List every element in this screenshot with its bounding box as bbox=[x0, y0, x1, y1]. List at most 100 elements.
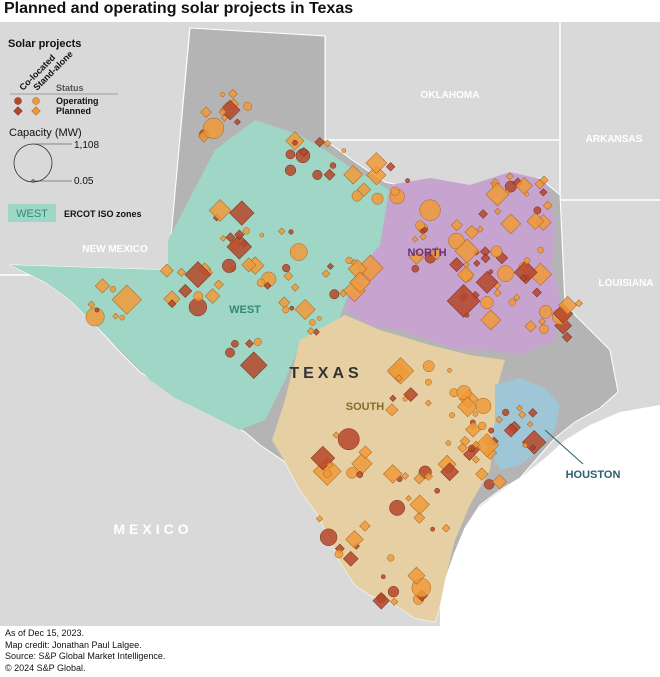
operating-project-marker bbox=[289, 305, 295, 311]
planned-project-marker bbox=[429, 246, 444, 261]
legend-operating-label: Operating bbox=[56, 96, 99, 106]
planned-project-marker bbox=[204, 288, 221, 304]
operating-project-marker bbox=[380, 574, 386, 580]
planned-project-marker bbox=[485, 182, 510, 207]
planned-project-marker bbox=[528, 408, 538, 418]
planned-project-marker bbox=[294, 299, 316, 320]
operating-project-marker bbox=[490, 245, 503, 258]
planned-project-marker bbox=[500, 213, 522, 235]
planned-project-marker bbox=[111, 284, 142, 315]
label-louisiana: LOUISIANA bbox=[599, 278, 654, 289]
planned-project-marker bbox=[383, 464, 403, 484]
operating-project-marker bbox=[256, 278, 266, 288]
legend-planned-colocated-marker bbox=[13, 106, 23, 116]
planned-project-marker bbox=[463, 261, 470, 269]
operating-project-marker bbox=[402, 396, 408, 402]
planned-project-marker bbox=[359, 520, 371, 532]
planned-project-marker bbox=[343, 165, 363, 185]
planned-project-marker bbox=[316, 515, 324, 523]
legend-capacity-max: 1,108 bbox=[74, 140, 99, 151]
label-zone-south: SOUTH bbox=[346, 401, 385, 413]
planned-project-marker bbox=[228, 88, 238, 99]
planned-project-marker bbox=[538, 317, 546, 326]
planned-project-marker bbox=[219, 235, 227, 242]
planned-project-marker bbox=[326, 461, 333, 469]
planned-project-marker bbox=[419, 233, 427, 241]
zone-houston bbox=[490, 378, 560, 470]
operating-project-marker bbox=[346, 467, 358, 479]
planned-project-marker bbox=[503, 423, 518, 438]
planned-project-marker bbox=[347, 259, 368, 279]
operating-project-marker bbox=[448, 232, 465, 250]
planned-project-marker bbox=[539, 175, 549, 185]
planned-project-marker bbox=[390, 597, 399, 606]
operating-project-marker bbox=[478, 421, 487, 431]
operating-project-marker bbox=[405, 178, 410, 183]
planned-project-marker bbox=[278, 227, 286, 236]
planned-project-marker bbox=[518, 410, 527, 419]
operating-project-marker bbox=[319, 528, 338, 546]
operating-project-marker bbox=[464, 313, 470, 318]
planned-project-marker bbox=[263, 281, 272, 290]
operating-project-marker bbox=[415, 220, 426, 231]
planned-project-marker bbox=[446, 284, 481, 318]
operating-project-marker bbox=[85, 307, 105, 327]
operating-project-marker bbox=[488, 427, 495, 434]
planned-project-marker bbox=[94, 278, 111, 294]
label-oklahoma: OKLAHOMA bbox=[421, 90, 480, 101]
operating-project-marker bbox=[341, 148, 347, 153]
planned-project-marker bbox=[365, 152, 388, 174]
legend-capacity-label: Capacity (MW) bbox=[9, 127, 82, 139]
planned-project-marker bbox=[358, 445, 373, 460]
planned-project-marker bbox=[494, 207, 502, 215]
planned-project-marker bbox=[299, 147, 309, 157]
operating-project-marker bbox=[508, 298, 517, 307]
planned-project-marker bbox=[343, 550, 359, 567]
planned-project-marker bbox=[200, 106, 212, 118]
planned-project-marker bbox=[529, 444, 537, 451]
operating-project-marker bbox=[389, 500, 406, 516]
operating-project-marker bbox=[502, 408, 510, 416]
label-new-mexico: NEW MEXICO bbox=[82, 244, 148, 255]
planned-project-marker bbox=[409, 494, 430, 515]
planned-project-marker bbox=[213, 279, 224, 290]
operating-project-marker bbox=[411, 264, 420, 273]
operating-project-marker bbox=[475, 397, 492, 414]
operating-project-marker bbox=[309, 319, 316, 326]
operating-project-marker bbox=[539, 324, 549, 335]
planned-project-marker bbox=[473, 259, 481, 267]
label-zone-north: NORTH bbox=[407, 247, 446, 259]
planned-project-marker bbox=[464, 225, 479, 240]
operating-project-marker bbox=[202, 117, 225, 139]
texas-map: OKLAHOMA ARKANSAS NEW MEXICO LOUISIANA M… bbox=[0, 22, 660, 626]
planned-project-marker bbox=[411, 236, 419, 243]
planned-project-marker bbox=[515, 177, 533, 195]
planned-project-marker bbox=[532, 287, 542, 298]
operating-project-marker bbox=[497, 265, 514, 282]
operating-project-marker bbox=[285, 149, 296, 160]
planned-project-marker bbox=[465, 421, 481, 438]
operating-project-marker bbox=[390, 186, 400, 196]
planned-project-marker bbox=[245, 339, 254, 348]
planned-project-marker bbox=[528, 262, 552, 286]
label-arkansas: ARKANSAS bbox=[586, 134, 643, 145]
planned-project-marker bbox=[405, 495, 412, 502]
label-zone-houston: HOUSTON bbox=[566, 469, 621, 481]
planned-project-marker bbox=[226, 234, 253, 260]
operating-project-marker bbox=[456, 385, 472, 401]
planned-project-marker bbox=[184, 261, 212, 288]
planned-project-marker bbox=[401, 472, 410, 480]
legend-zone-swatch-label: WEST bbox=[16, 208, 48, 220]
legend-operating-standalone-marker bbox=[32, 97, 40, 105]
operating-project-marker bbox=[430, 526, 436, 532]
planned-project-marker bbox=[475, 270, 499, 294]
operating-project-marker bbox=[334, 549, 344, 559]
operating-project-marker bbox=[243, 101, 253, 111]
planned-project-marker bbox=[480, 309, 502, 331]
planned-project-marker bbox=[307, 327, 315, 336]
planned-project-marker bbox=[312, 328, 320, 336]
planned-project-marker bbox=[526, 420, 534, 428]
operating-project-marker bbox=[422, 360, 435, 373]
planned-project-marker bbox=[351, 453, 373, 475]
legend-planned-label: Planned bbox=[56, 106, 91, 116]
